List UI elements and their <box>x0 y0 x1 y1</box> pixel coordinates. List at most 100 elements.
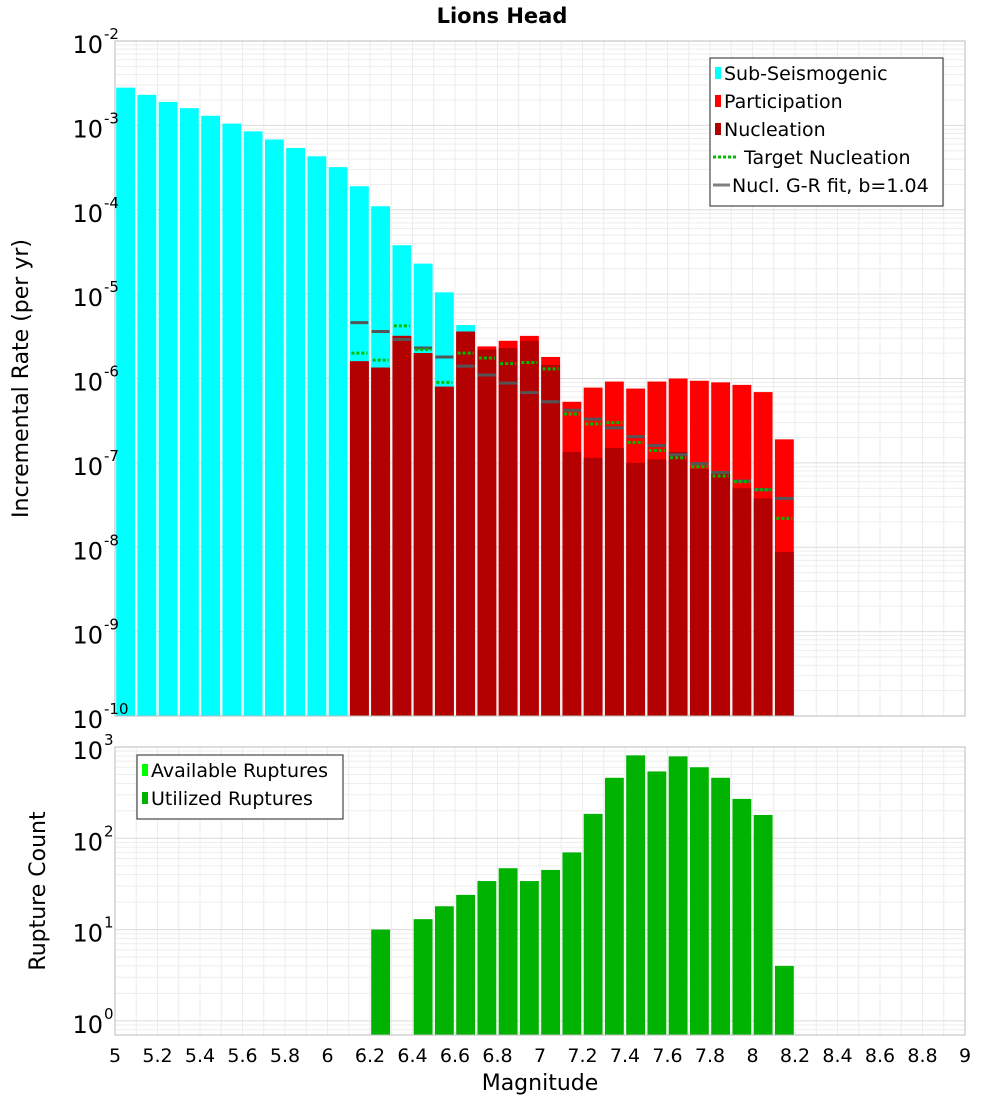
sub-seismogenic-bar <box>264 139 284 716</box>
y-tick-label: 10 <box>72 31 103 59</box>
utilized-ruptures-bar <box>562 852 582 1035</box>
rate-y-axis-label: Incremental Rate (per yr) <box>9 239 34 518</box>
utilized-ruptures-bar <box>371 929 391 1035</box>
legend-label-participation: Participation <box>724 91 843 113</box>
legend-label-nucl-g-r-fit-b-1-04: Nucl. G-R fit, b=1.04 <box>732 175 929 197</box>
x-axis-label: Magnitude <box>482 1071 599 1096</box>
sub-seismogenic-bar <box>116 87 136 716</box>
utilized-ruptures-bar <box>647 771 667 1035</box>
nucleation-bar <box>647 459 667 716</box>
y-tick-exponent: -3 <box>104 109 119 127</box>
nucleation-bar <box>711 473 731 716</box>
y-tick-label: 10 <box>72 706 103 734</box>
nucleation-bar <box>668 451 688 716</box>
sub-seismogenic-bar <box>222 123 242 716</box>
y-tick-exponent: -2 <box>104 25 119 43</box>
y-tick-label: 10 <box>72 284 103 312</box>
x-tick-labels: 5 5.2 5.4 5.6 5.8 6 6.2 6.4 6.6 6.8 7 7.2 7.4 7.6 7.8 8… <box>109 1045 971 1067</box>
x-tick-label: 8.6 <box>865 1045 895 1067</box>
nucleation-bar <box>349 361 369 716</box>
y-tick-exponent: -7 <box>104 447 119 465</box>
nucleation-bar <box>562 451 582 716</box>
nucleation-bar <box>583 457 603 716</box>
legend-swatch-participation <box>715 95 721 107</box>
utilized-ruptures-bar <box>753 814 773 1035</box>
utilized-ruptures-bar <box>519 881 539 1035</box>
y-tick-label: 10 <box>72 622 103 650</box>
nucleation-bar <box>477 349 497 716</box>
nucleation-bar <box>371 367 391 716</box>
x-tick-label: 5 <box>109 1045 121 1067</box>
sub-seismogenic-bar <box>137 94 157 716</box>
chart-title: Lions Head <box>437 4 568 28</box>
nucleation-bar <box>774 551 794 716</box>
nucleation-bar <box>689 468 709 716</box>
x-tick-label: 6.4 <box>397 1045 427 1067</box>
y-tick-exponent: 2 <box>104 822 114 840</box>
count-y-axis-label: Rupture Count <box>26 811 51 971</box>
utilized-ruptures-bar <box>583 813 603 1035</box>
sub-seismogenic-bar <box>201 115 221 716</box>
x-tick-label: 6.6 <box>440 1045 470 1067</box>
nucleation-bar <box>498 347 518 716</box>
x-tick-label: 5.8 <box>270 1045 300 1067</box>
x-tick-label: 8 <box>746 1045 758 1067</box>
count-plot-frame <box>114 746 966 1036</box>
nucleation-bar <box>434 386 454 716</box>
y-tick-label: 10 <box>72 453 103 481</box>
utilized-ruptures-bar <box>477 881 497 1035</box>
x-tick-label: 5.6 <box>227 1045 257 1067</box>
utilized-ruptures-bar <box>774 965 794 1035</box>
x-tick-label: 7.8 <box>695 1045 725 1067</box>
sub-seismogenic-bar <box>328 167 348 716</box>
legend-label-utilized-ruptures: Utilized Ruptures <box>151 788 313 810</box>
x-tick-label: 6.8 <box>482 1045 512 1067</box>
legend-label-sub-seismogenic: Sub-Seismogenic <box>724 63 888 85</box>
utilized-ruptures-bar <box>413 919 433 1035</box>
y-tick-label: 10 <box>72 1011 103 1039</box>
legend-swatch-sub-seismogenic <box>715 67 721 79</box>
y-tick-label: 10 <box>72 537 103 565</box>
x-tick-label: 7.4 <box>610 1045 640 1067</box>
utilized-ruptures-bar <box>689 767 709 1035</box>
legend-swatch-available-ruptures <box>142 764 148 776</box>
y-tick-exponent: 0 <box>104 1005 114 1023</box>
y-tick-exponent: -5 <box>104 278 119 296</box>
x-tick-label: 9 <box>959 1045 971 1067</box>
legend-label-target-nucleation: Target Nucleation <box>743 147 911 169</box>
utilized-ruptures-bar <box>604 777 624 1035</box>
legend-swatch-utilized-ruptures <box>142 792 148 804</box>
utilized-ruptures-bar <box>498 868 518 1035</box>
rate-bars <box>116 87 794 717</box>
legend-box <box>136 754 344 820</box>
y-tick-exponent: -8 <box>104 531 119 549</box>
y-tick-exponent: -6 <box>104 363 119 381</box>
sub-seismogenic-bar <box>286 147 306 716</box>
utilized-ruptures-bar <box>626 755 646 1035</box>
utilized-ruptures-bar <box>541 869 561 1035</box>
y-tick-label: 10 <box>72 115 103 143</box>
x-tick-label: 7.6 <box>652 1045 682 1067</box>
nucleation-bar <box>413 353 433 716</box>
y-tick-exponent: -4 <box>104 194 119 212</box>
legend-label-available-ruptures: Available Ruptures <box>151 760 328 782</box>
nucleation-bar <box>626 462 646 716</box>
nucleation-bar <box>456 331 476 716</box>
nucleation-bar <box>541 364 561 716</box>
y-tick-label: 10 <box>72 200 103 228</box>
x-tick-label: 7.2 <box>567 1045 597 1067</box>
x-tick-label: 8.8 <box>907 1045 937 1067</box>
y-tick-exponent: 1 <box>104 914 114 932</box>
y-tick-label: 10 <box>72 737 103 765</box>
utilized-ruptures-bar <box>434 906 454 1035</box>
rate-plot-frame <box>114 40 966 717</box>
utilized-ruptures-bar <box>456 894 476 1035</box>
utilized-ruptures-bar <box>732 798 752 1035</box>
rate-legend: Sub-Seismogenic Participation Nucleation Ta… <box>709 57 944 207</box>
rate-fit-lines <box>350 321 794 520</box>
